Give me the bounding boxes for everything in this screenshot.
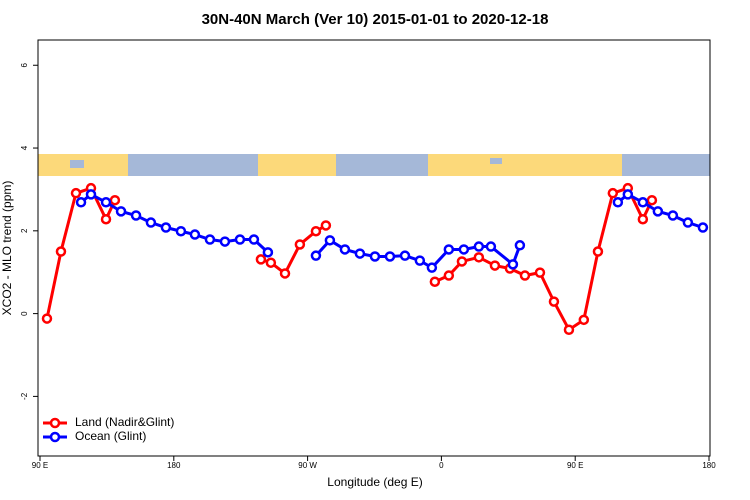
point — [324, 235, 336, 246]
legend-marker — [49, 417, 61, 429]
point — [145, 217, 157, 228]
point — [265, 257, 277, 268]
point — [443, 270, 455, 281]
point — [75, 197, 87, 208]
point — [255, 254, 267, 265]
legend-marker — [49, 431, 61, 443]
point — [320, 220, 332, 231]
point — [189, 229, 201, 240]
point — [534, 267, 546, 278]
point — [339, 244, 351, 255]
point — [100, 213, 112, 225]
point — [473, 241, 485, 252]
point — [85, 189, 97, 200]
point — [384, 251, 396, 262]
point — [637, 213, 649, 225]
point — [607, 187, 619, 199]
point — [294, 239, 306, 250]
point — [473, 252, 485, 263]
point — [489, 260, 501, 271]
x-tick-label: 90 W — [298, 461, 317, 470]
point — [697, 222, 709, 233]
point — [458, 244, 470, 255]
point — [612, 197, 624, 208]
point — [507, 259, 519, 270]
x-axis-label: Longitude (deg E) — [327, 475, 422, 489]
point — [485, 241, 497, 252]
point — [70, 187, 82, 199]
point — [456, 256, 468, 267]
point — [219, 236, 231, 247]
point — [175, 225, 187, 237]
x-tick-label: 180 — [702, 461, 716, 470]
point — [354, 248, 366, 259]
point — [646, 194, 658, 206]
y-axis-label: XCO2 - MLO trend (ppm) — [0, 181, 14, 316]
point — [369, 251, 381, 262]
point — [578, 314, 590, 326]
y-tick-label: -2 — [20, 392, 29, 400]
legend-label: Land (Nadir&Glint) — [75, 415, 174, 429]
point — [652, 206, 664, 217]
plot-frame — [37, 39, 711, 457]
point — [667, 210, 679, 221]
point — [41, 313, 53, 324]
point — [248, 234, 260, 245]
point — [109, 194, 121, 206]
point — [115, 206, 127, 217]
x-tick-label: 90 E — [32, 461, 48, 470]
x-tick-label: 180 — [167, 461, 181, 470]
x-tick-label: 0 — [439, 461, 444, 470]
point — [443, 244, 455, 255]
point — [682, 217, 694, 228]
y-tick-label: 2 — [20, 228, 29, 233]
point — [310, 225, 322, 237]
y-tick-label: 4 — [20, 145, 29, 150]
series-line — [45, 186, 654, 332]
point — [519, 270, 531, 281]
y-tick-label: 6 — [20, 62, 29, 67]
point — [234, 234, 246, 245]
point — [100, 197, 112, 208]
point — [55, 246, 67, 257]
point — [130, 210, 142, 221]
point — [637, 197, 649, 208]
point — [262, 247, 274, 258]
point — [160, 222, 172, 233]
y-tick-label: 0 — [20, 311, 29, 316]
point — [310, 250, 322, 261]
point — [279, 268, 291, 279]
point — [429, 276, 441, 287]
point — [399, 250, 411, 261]
x-tick-label: 90 E — [567, 461, 583, 470]
point — [414, 255, 426, 266]
legend-label: Ocean (Glint) — [75, 429, 146, 443]
point — [204, 234, 216, 245]
point — [563, 324, 575, 336]
point — [622, 189, 634, 200]
point — [514, 240, 526, 251]
point — [548, 296, 560, 307]
chart-title: 30N-40N March (Ver 10) 2015-01-01 to 202… — [202, 11, 549, 28]
point — [426, 262, 438, 273]
point — [592, 246, 604, 257]
map-strip — [38, 154, 710, 176]
